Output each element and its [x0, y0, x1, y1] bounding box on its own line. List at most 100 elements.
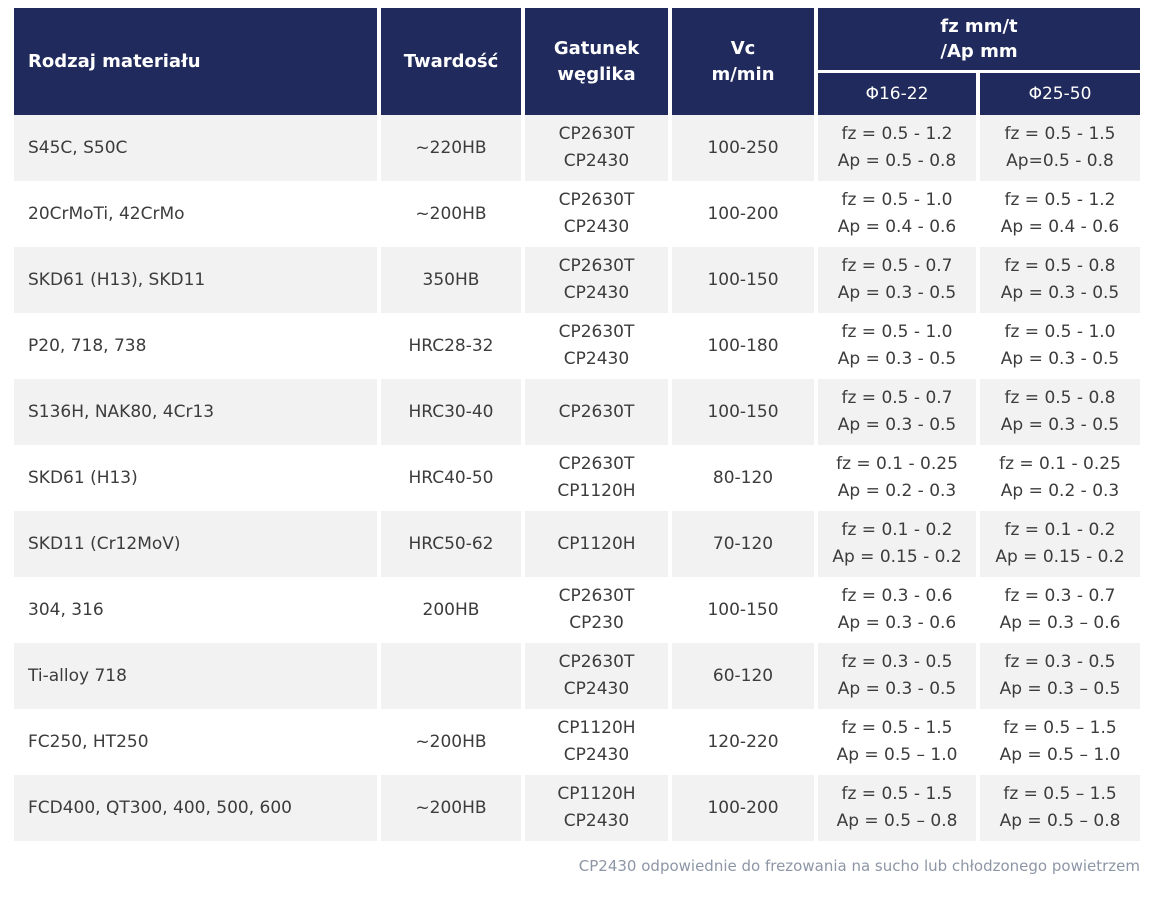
fz-value: fz = 0.5 - 0.7 [841, 388, 953, 408]
fz-value: fz = 0.3 - 0.6 [841, 586, 953, 606]
ap-value: Ap = 0.3 - 0.5 [1000, 415, 1120, 435]
cell-grade: CP1120H CP2430 [525, 775, 668, 841]
diameter-subheader-row: Φ16-22 Φ25-50 [818, 73, 1140, 115]
fz-value: fz = 0.3 - 0.5 [841, 652, 953, 672]
cell-vc: 100-250 [672, 115, 814, 181]
table-row: FCD400, QT300, 400, 500, 600 ~200HB CP11… [14, 775, 1140, 841]
cell-vc: 100-150 [672, 247, 814, 313]
cell-fz-ap-25-50: fz = 0.1 - 0.25 Ap = 0.2 - 0.3 [980, 445, 1140, 511]
cell-fz-ap-25-50: fz = 0.5 - 0.8 Ap = 0.3 - 0.5 [980, 247, 1140, 313]
cell-material: S45C, S50C [14, 115, 377, 181]
cell-material: SKD11 (Cr12MoV) [14, 511, 377, 577]
cell-hardness [381, 643, 521, 709]
cell-fz-ap-25-50: fz = 0.5 – 1.5 Ap = 0.5 – 0.8 [980, 775, 1140, 841]
cell-vc: 100-180 [672, 313, 814, 379]
cell-hardness: 200HB [381, 577, 521, 643]
cell-hardness: ~200HB [381, 775, 521, 841]
cell-vc: 120-220 [672, 709, 814, 775]
cell-grade: CP1120H CP2430 [525, 709, 668, 775]
table-row: SKD61 (H13), SKD11 350HB CP2630T CP2430 … [14, 247, 1140, 313]
column-header-material: Rodzaj materiału [14, 8, 377, 115]
fz-value: fz = 0.5 – 1.5 [1003, 718, 1117, 738]
fz-value: fz = 0.5 - 1.0 [841, 190, 953, 210]
cell-material: FC250, HT250 [14, 709, 377, 775]
ap-value: Ap = 0.3 – 0.5 [999, 679, 1121, 699]
cell-fz-ap-16-22: fz = 0.5 - 1.0 Ap = 0.3 - 0.5 [818, 313, 976, 379]
cell-fz-ap-25-50: fz = 0.5 - 1.0 Ap = 0.3 - 0.5 [980, 313, 1140, 379]
cell-material: S136H, NAK80, 4Cr13 [14, 379, 377, 445]
ap-value: Ap = 0.5 – 0.8 [836, 811, 958, 831]
cell-fz-ap-25-50: fz = 0.5 - 1.2 Ap = 0.4 - 0.6 [980, 181, 1140, 247]
cell-fz-ap-16-22: fz = 0.5 - 1.0 Ap = 0.4 - 0.6 [818, 181, 976, 247]
cell-fz-ap-25-50: fz = 0.5 - 1.5 Ap=0.5 - 0.8 [980, 115, 1140, 181]
cell-vc: 100-150 [672, 577, 814, 643]
cutting-parameters-table: Rodzaj materiału Twardość Gatunek węglik… [14, 8, 1140, 841]
fz-value: fz = 0.5 - 0.8 [1004, 256, 1116, 276]
table-row: Ti-alloy 718 CP2630T CP2430 60-120 fz = … [14, 643, 1140, 709]
table-row: SKD11 (Cr12MoV) HRC50-62 CP1120H 70-120 … [14, 511, 1140, 577]
cell-material: SKD61 (H13) [14, 445, 377, 511]
cell-vc: 60-120 [672, 643, 814, 709]
ap-value: Ap = 0.2 - 0.3 [1000, 481, 1120, 501]
ap-value: Ap = 0.3 - 0.5 [1000, 283, 1120, 303]
ap-value: Ap = 0.5 – 1.0 [836, 745, 958, 765]
fz-value: fz = 0.1 - 0.2 [841, 520, 953, 540]
fz-value: fz = 0.5 - 1.0 [841, 322, 953, 342]
table-row: FC250, HT250 ~200HB CP1120H CP2430 120-2… [14, 709, 1140, 775]
ap-value: Ap = 0.3 - 0.5 [837, 283, 957, 303]
cell-vc: 100-150 [672, 379, 814, 445]
table-row: 304, 316 200HB CP2630T CP230 100-150 fz … [14, 577, 1140, 643]
ap-value: Ap = 0.2 - 0.3 [837, 481, 957, 501]
cell-material: FCD400, QT300, 400, 500, 600 [14, 775, 377, 841]
cell-fz-ap-25-50: fz = 0.1 - 0.2 Ap = 0.15 - 0.2 [980, 511, 1140, 577]
cell-vc: 100-200 [672, 181, 814, 247]
fz-value: fz = 0.1 - 0.25 [836, 454, 958, 474]
ap-value: Ap = 0.15 - 0.2 [995, 547, 1125, 567]
cell-fz-ap-16-22: fz = 0.5 - 0.7 Ap = 0.3 - 0.5 [818, 247, 976, 313]
cell-material: SKD61 (H13), SKD11 [14, 247, 377, 313]
cell-fz-ap-16-22: fz = 0.3 - 0.5 Ap = 0.3 - 0.5 [818, 643, 976, 709]
ap-value: Ap = 0.3 - 0.5 [837, 415, 957, 435]
ap-value: Ap=0.5 - 0.8 [1006, 151, 1114, 171]
column-header-fz-ap-group: fz mm/t /Ap mm Φ16-22 Φ25-50 [818, 8, 1140, 115]
column-header-dia-25-50: Φ25-50 [980, 73, 1140, 115]
cell-grade: CP2630T CP2430 [525, 115, 668, 181]
cell-grade: CP1120H [525, 511, 668, 577]
fz-value: fz = 0.3 - 0.7 [1004, 586, 1116, 606]
cell-grade: CP2630T CP2430 [525, 181, 668, 247]
cell-fz-ap-16-22: fz = 0.5 - 1.5 Ap = 0.5 – 1.0 [818, 709, 976, 775]
ap-value: Ap = 0.3 - 0.6 [837, 613, 957, 633]
fz-value: fz = 0.1 - 0.2 [1004, 520, 1116, 540]
cell-hardness: 350HB [381, 247, 521, 313]
fz-value: fz = 0.5 – 1.5 [1003, 784, 1117, 804]
cell-hardness: HRC50-62 [381, 511, 521, 577]
column-header-carbide-grade: Gatunek węglika [525, 8, 668, 115]
cell-fz-ap-25-50: fz = 0.3 - 0.7 Ap = 0.3 – 0.6 [980, 577, 1140, 643]
fz-value: fz = 0.5 - 1.5 [841, 784, 953, 804]
table-row: S45C, S50C ~220HB CP2630T CP2430 100-250… [14, 115, 1140, 181]
fz-value: fz = 0.5 - 1.2 [841, 124, 953, 144]
footnote: CP2430 odpowiednie do frezowania na such… [578, 857, 1140, 875]
ap-value: Ap = 0.5 – 1.0 [999, 745, 1121, 765]
cell-hardness: ~200HB [381, 709, 521, 775]
ap-value: Ap = 0.3 - 0.5 [837, 679, 957, 699]
ap-value: Ap = 0.3 - 0.5 [837, 349, 957, 369]
cell-material: P20, 718, 738 [14, 313, 377, 379]
table-row: 20CrMoTi, 42CrMo ~200HB CP2630T CP2430 1… [14, 181, 1140, 247]
column-header-fz-ap: fz mm/t /Ap mm [818, 8, 1140, 70]
cell-fz-ap-16-22: fz = 0.1 - 0.25 Ap = 0.2 - 0.3 [818, 445, 976, 511]
cell-vc: 100-200 [672, 775, 814, 841]
column-header-dia-16-22: Φ16-22 [818, 73, 976, 115]
cell-fz-ap-16-22: fz = 0.3 - 0.6 Ap = 0.3 - 0.6 [818, 577, 976, 643]
cell-grade: CP2630T CP230 [525, 577, 668, 643]
cell-grade: CP2630T [525, 379, 668, 445]
cell-grade: CP2630T CP1120H [525, 445, 668, 511]
cell-material: 304, 316 [14, 577, 377, 643]
ap-value: Ap = 0.4 - 0.6 [1000, 217, 1120, 237]
fz-value: fz = 0.3 - 0.5 [1004, 652, 1116, 672]
cell-fz-ap-25-50: fz = 0.5 - 0.8 Ap = 0.3 - 0.5 [980, 379, 1140, 445]
fz-value: fz = 0.5 - 0.7 [841, 256, 953, 276]
cell-material: 20CrMoTi, 42CrMo [14, 181, 377, 247]
fz-value: fz = 0.5 - 1.2 [1004, 190, 1116, 210]
